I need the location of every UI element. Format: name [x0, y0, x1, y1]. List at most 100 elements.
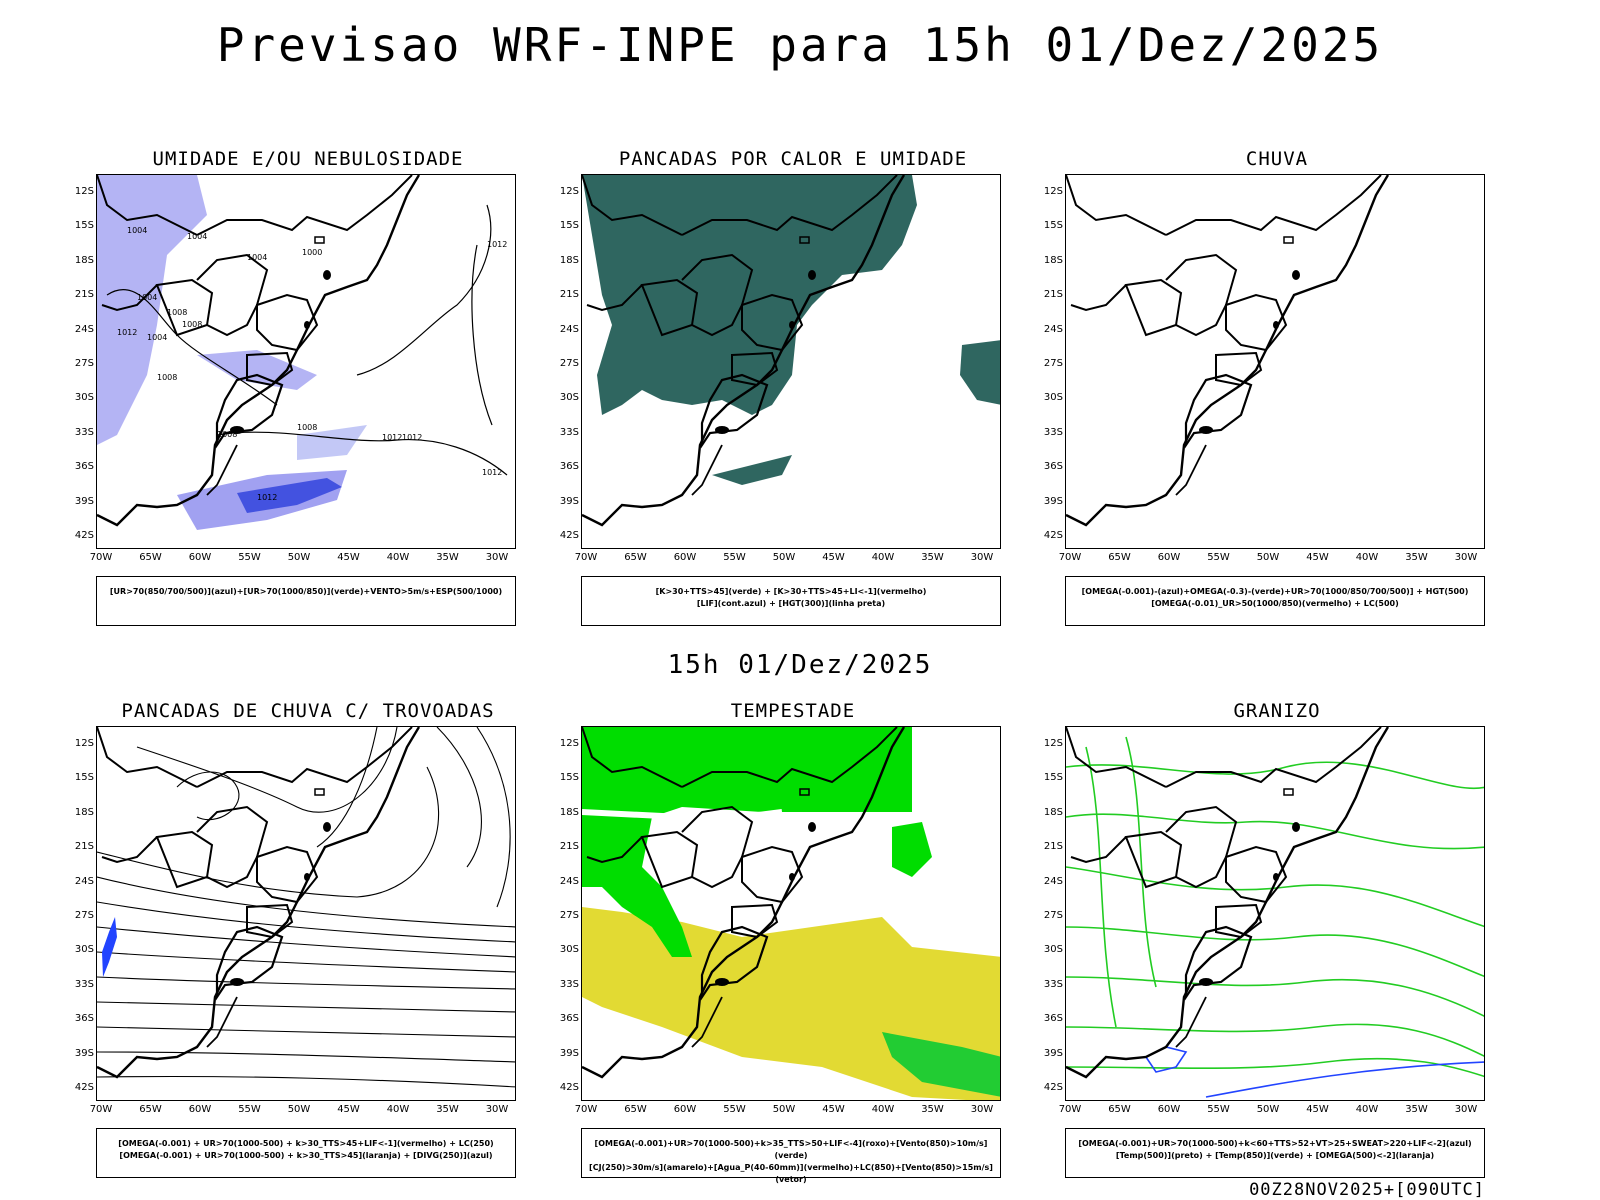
lon-label: 70W: [89, 1104, 113, 1115]
lat-label: 33S: [74, 978, 94, 990]
lon-label: 70W: [1058, 1104, 1082, 1115]
map-chuva: [1065, 174, 1485, 549]
lat-label: 12S: [1043, 186, 1063, 197]
isobar-label: 1012: [257, 493, 277, 502]
lat-label: 24S: [1043, 323, 1063, 335]
lon-label: 55W: [238, 552, 261, 563]
panel-legend: [OMEGA(-0.001)+UR>70(1000-500)+k>35_TTS>…: [581, 1128, 1001, 1184]
humidity-area: [97, 175, 207, 445]
panel-tempestade: TEMPESTADE [OMEGA(-0.001)+UR>70(1000-500…: [553, 700, 1033, 1184]
panel-title: PANCADAS POR CALOR E UMIDADE: [618, 148, 968, 170]
isobar-label: 1012: [117, 328, 137, 337]
convection-area: [960, 340, 1000, 405]
isobar-label: 1004: [127, 226, 147, 235]
panel-title: UMIDADE E/OU NEBULOSIDADE: [152, 148, 464, 170]
map-umidade: 1004 1004 1000 1004 1012 1008 1004 1008 1012 1008…: [96, 174, 516, 549]
convection-area: [712, 455, 792, 485]
lon-label: 45W: [337, 1104, 360, 1115]
lon-label: 50W: [772, 1104, 796, 1115]
panel-title: CHUVA: [1245, 148, 1309, 170]
lat-label: 30S: [1043, 944, 1063, 956]
lat-label: 36S: [559, 461, 579, 473]
panel-title: TEMPESTADE: [730, 700, 856, 722]
isobar-label: 1008: [182, 320, 202, 329]
isobar-label: 1004: [247, 253, 267, 262]
lat-label: 21S: [559, 841, 579, 853]
lat-label: 21S: [1043, 841, 1063, 853]
lon-label: 70W: [89, 552, 113, 563]
panel-legend: [OMEGA(-0.001)-(azul)+OMEGA(-0.3)-(verde…: [1065, 576, 1485, 626]
panel-legend: [K>30+TTS>45](verde) + [K>30+TTS>45+LI<-…: [581, 576, 1001, 626]
lon-label: 45W: [337, 552, 360, 563]
lon-label: 60W: [188, 552, 212, 563]
lat-label: 21S: [559, 289, 579, 301]
isobar-label: 1008: [167, 308, 187, 317]
lat-label: 12S: [1043, 738, 1063, 749]
lat-label: 27S: [74, 910, 94, 921]
isobar-label: 1008: [157, 373, 177, 382]
lon-label: 50W: [1256, 1104, 1280, 1115]
lon-label: 30W: [970, 1104, 994, 1115]
forecast-time-label: 15h 01/Dez/2025: [667, 650, 933, 680]
lon-label: 60W: [188, 1104, 212, 1115]
lat-label: 27S: [1043, 910, 1063, 921]
lat-label: 21S: [74, 289, 94, 301]
lat-label: 27S: [74, 358, 94, 369]
lon-label: 45W: [1306, 1104, 1329, 1115]
lat-label: 39S: [559, 1047, 579, 1059]
lat-label: 18S: [1043, 254, 1063, 266]
isobar-label: 1004: [137, 293, 157, 302]
isobar-label: 1004: [147, 333, 167, 342]
lat-label: 21S: [74, 841, 94, 853]
lat-label: 18S: [559, 254, 579, 266]
panel-title: GRANIZO: [1233, 700, 1321, 722]
lon-label: 40W: [1355, 1104, 1379, 1115]
lat-label: 12S: [559, 738, 579, 749]
wind-area: [892, 822, 932, 877]
lon-label: 65W: [139, 552, 162, 563]
lat-label: 27S: [1043, 358, 1063, 369]
lat-label: 39S: [74, 1047, 94, 1059]
lon-label: 70W: [1058, 552, 1082, 563]
isobar-label: 1012: [487, 240, 507, 249]
lon-label: 30W: [485, 1104, 509, 1115]
lon-label: 70W: [574, 1104, 598, 1115]
lon-label: 65W: [624, 552, 647, 563]
lon-label: 35W: [1405, 1104, 1428, 1115]
lat-label: 18S: [74, 806, 94, 818]
lon-label: 65W: [1108, 552, 1131, 563]
lat-label: 15S: [559, 220, 579, 232]
lat-label: 30S: [74, 392, 94, 404]
isobar-label: 1012: [382, 433, 402, 442]
lat-label: 24S: [74, 323, 94, 335]
humidity-area: [197, 350, 317, 390]
lon-label: 40W: [386, 1104, 410, 1115]
lon-label: 30W: [1454, 1104, 1478, 1115]
lon-label: 60W: [673, 552, 697, 563]
lat-label: 36S: [74, 461, 94, 473]
lat-label: 12S: [559, 186, 579, 197]
lat-label: 18S: [559, 806, 579, 818]
lat-label: 36S: [1043, 461, 1063, 473]
lat-label: 42S: [1043, 1082, 1063, 1093]
panel-chuva: CHUVA [OMEGA(-0.001)-(azul)+OMEGA(-0.3)-…: [1037, 148, 1517, 628]
map-pancadas-calor: [581, 174, 1001, 549]
lon-label: 35W: [921, 1104, 944, 1115]
run-info: 00Z28NOV2025+[090UTC]: [1249, 1180, 1485, 1200]
lat-label: 24S: [74, 875, 94, 887]
lon-label: 30W: [485, 552, 509, 563]
lat-label: 12S: [74, 186, 94, 197]
lat-label: 36S: [559, 1013, 579, 1025]
lon-label: 55W: [723, 552, 746, 563]
lon-label: 55W: [1207, 552, 1230, 563]
lat-label: 42S: [74, 530, 94, 541]
lat-label: 15S: [74, 220, 94, 232]
lon-label: 40W: [871, 552, 895, 563]
lon-label: 65W: [624, 1104, 647, 1115]
lon-label: 40W: [1355, 552, 1379, 563]
isobar-label: 1000: [302, 248, 322, 257]
lat-label: 15S: [74, 772, 94, 784]
lat-label: 39S: [1043, 495, 1063, 507]
map-trovoadas: [96, 726, 516, 1101]
lat-label: 39S: [74, 495, 94, 507]
